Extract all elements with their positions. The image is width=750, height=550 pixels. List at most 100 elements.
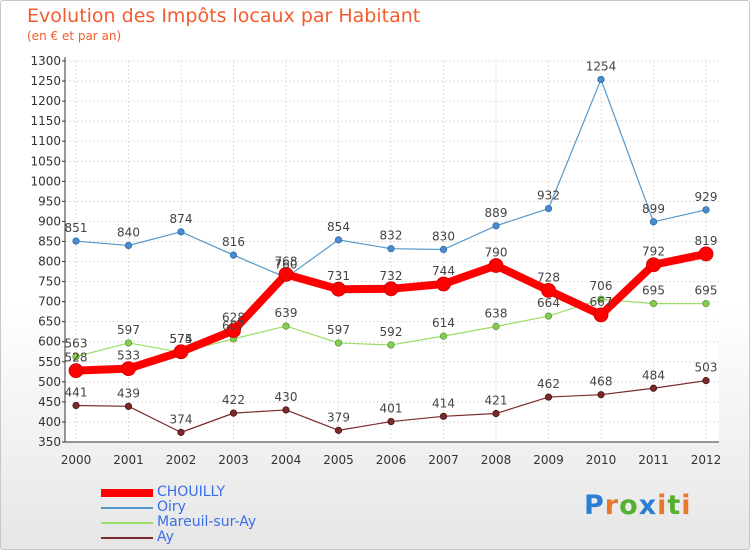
data-point <box>177 428 185 436</box>
data-point <box>436 276 451 292</box>
data-label: 607 <box>222 319 245 333</box>
y-tick-label: 1200 <box>30 94 61 108</box>
data-label: 706 <box>590 279 613 293</box>
data-label: 533 <box>117 349 140 363</box>
y-tick-label: 1150 <box>30 114 61 128</box>
y-tick-label: 1250 <box>30 74 61 88</box>
data-point <box>121 361 136 377</box>
logo-letter: i <box>657 490 668 521</box>
y-tick-label: 900 <box>38 214 61 228</box>
legend: CHOUILLY Oiry Mareuil-sur-Ay Ay <box>101 484 361 545</box>
data-point <box>439 412 448 420</box>
chart-title: Evolution des Impôts locaux par Habitant <box>27 5 421 27</box>
x-tick-label: 2002 <box>166 453 197 467</box>
data-point <box>387 341 395 349</box>
data-point <box>649 300 658 308</box>
data-label: 503 <box>695 361 718 375</box>
legend-swatch <box>101 522 153 524</box>
data-point <box>702 300 710 308</box>
data-label: 401 <box>380 402 403 416</box>
data-label: 1254 <box>586 59 617 73</box>
x-tick-label: 2010 <box>586 453 617 467</box>
legend-swatch <box>101 507 153 509</box>
y-tick-label: 1300 <box>30 54 61 68</box>
data-point <box>72 352 80 361</box>
y-tick-label: 400 <box>38 415 61 429</box>
data-point <box>492 322 500 331</box>
data-point <box>226 323 241 338</box>
data-label: 664 <box>537 296 560 310</box>
data-label: 899 <box>642 202 665 216</box>
data-label: 768 <box>275 254 298 268</box>
logo-letter: x <box>638 490 658 521</box>
data-label: 628 <box>222 311 245 325</box>
data-point <box>544 312 553 320</box>
data-point <box>597 391 605 399</box>
data-point <box>173 344 189 360</box>
data-point <box>702 206 710 214</box>
legend-swatch <box>101 537 153 539</box>
y-tick-label: 750 <box>38 275 61 289</box>
data-point <box>488 258 504 273</box>
data-label: 614 <box>432 316 455 330</box>
x-tick-label: 2003 <box>218 453 249 467</box>
x-tick-label: 2012 <box>691 453 722 467</box>
data-label: 830 <box>432 229 455 243</box>
logo-letter: r <box>604 490 620 521</box>
data-label: 832 <box>380 229 403 243</box>
legend-label: Mareuil-sur-Ay <box>157 514 257 530</box>
data-point <box>439 245 448 254</box>
data-label: 816 <box>222 235 245 249</box>
data-point <box>439 332 448 340</box>
data-label: 744 <box>432 264 455 278</box>
logo-letter: o <box>619 490 639 521</box>
data-point <box>387 245 395 253</box>
data-label: 592 <box>380 325 403 339</box>
data-point <box>544 204 553 213</box>
data-label: 667 <box>590 295 613 309</box>
y-tick-label: 500 <box>38 375 61 389</box>
data-point <box>387 417 395 426</box>
data-point <box>282 406 290 414</box>
y-tick-label: 350 <box>38 435 61 449</box>
data-label: 639 <box>275 306 298 320</box>
legend-swatch <box>101 489 153 497</box>
logo-letter: P <box>584 490 605 521</box>
data-label: 851 <box>65 221 88 235</box>
data-label: 874 <box>170 212 193 226</box>
data-point <box>278 266 294 282</box>
x-tick-label: 2001 <box>113 453 144 467</box>
data-point <box>702 377 710 385</box>
data-label: 638 <box>485 306 508 320</box>
data-label: 462 <box>537 377 560 391</box>
data-label: 441 <box>65 386 88 400</box>
y-tick-label: 450 <box>38 395 61 409</box>
data-label: 854 <box>327 220 350 234</box>
x-tick-label: 2008 <box>481 453 512 467</box>
data-point <box>492 409 500 418</box>
data-point <box>124 241 133 250</box>
data-label: 414 <box>432 396 455 410</box>
y-tick-label: 550 <box>38 355 61 369</box>
data-point <box>229 251 238 259</box>
legend-item: Oiry <box>101 499 361 515</box>
data-point <box>649 218 658 226</box>
data-label: 695 <box>642 284 665 298</box>
data-label: 422 <box>222 393 245 407</box>
data-point <box>282 322 290 330</box>
data-point <box>177 228 185 236</box>
data-point <box>124 339 133 347</box>
data-label: 379 <box>327 410 350 424</box>
data-point <box>698 246 714 262</box>
data-label: 563 <box>65 337 88 351</box>
y-tick-label: 700 <box>38 295 61 309</box>
y-tick-label: 800 <box>38 255 61 269</box>
legend-item: Ay <box>101 529 361 545</box>
y-tick-label: 600 <box>38 335 61 349</box>
legend-item: Mareuil-sur-Ay <box>101 514 361 530</box>
data-point <box>72 237 80 245</box>
y-tick-label: 1000 <box>30 174 61 188</box>
proxiti-logo: Proxiti <box>584 490 692 521</box>
data-label: 728 <box>537 270 560 284</box>
